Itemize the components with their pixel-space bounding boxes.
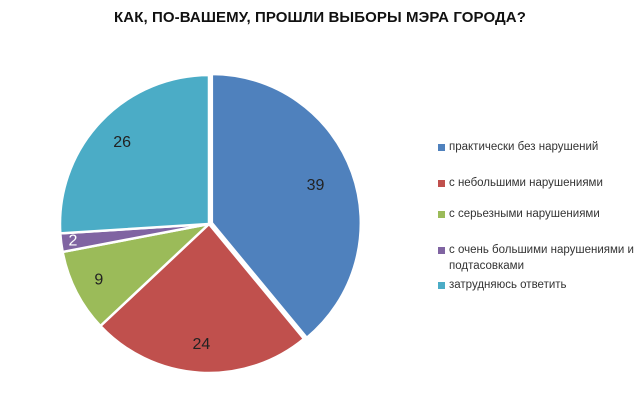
- pie-slice-no-violations: [210, 72, 363, 340]
- pie-slice-hard-to-answer: [58, 73, 211, 235]
- legend-swatch: [438, 211, 445, 218]
- legend-swatch: [438, 247, 445, 254]
- legend-swatch: [438, 180, 445, 187]
- chart-title: КАК, ПО-ВАШЕМУ, ПРОШЛИ ВЫБОРЫ МЭРА ГОРОД…: [114, 9, 526, 26]
- legend-label: практически без нарушений: [449, 141, 599, 153]
- legend-swatch: [438, 282, 445, 289]
- legend-item-serious-violations: с серьезными нарушениями: [438, 206, 640, 222]
- legend-item-no-violations: практически без нарушений: [438, 139, 640, 155]
- data-label-minor-violations: 24: [193, 336, 211, 353]
- data-label-hard-to-answer: 26: [113, 134, 131, 151]
- legend-label: с серьезными нарушениями: [449, 208, 600, 220]
- legend-label: с очень большими нарушениями и подтасовк…: [449, 244, 634, 272]
- legend-item-hard-to-answer: затрудняюсь ответить: [438, 277, 640, 293]
- pie-slice-serious-violations: [61, 222, 211, 328]
- pie-slice-minor-violations: [99, 222, 306, 375]
- legend-item-major-violations: с очень большими нарушениями и подтасовк…: [438, 242, 640, 274]
- data-label-major-violations: 2: [69, 233, 78, 250]
- legend-item-minor-violations: с небольшими нарушениями: [438, 175, 640, 191]
- legend-label: затрудняюсь ответить: [449, 279, 567, 291]
- legend-label: с небольшими нарушениями: [449, 177, 603, 189]
- data-label-serious-violations: 9: [94, 272, 103, 289]
- legend-swatch: [438, 144, 445, 151]
- data-label-no-violations: 39: [307, 177, 325, 194]
